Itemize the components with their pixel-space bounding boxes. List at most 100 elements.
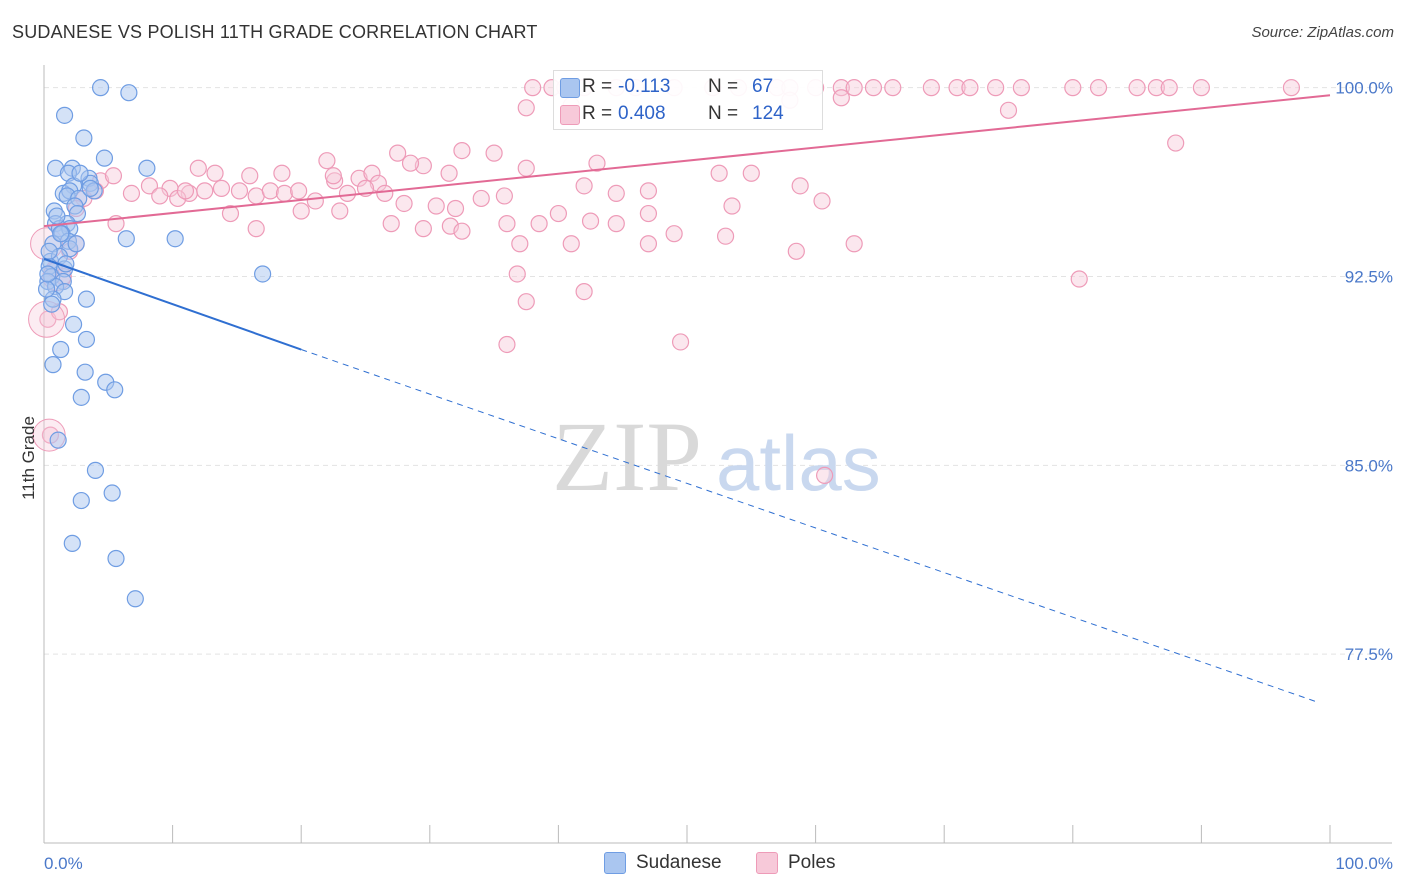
poles-point [1070, 270, 1088, 288]
sudanese-point [72, 491, 90, 510]
x-tick-label: 100.0% [1335, 854, 1393, 873]
sudanese-point [75, 129, 93, 147]
poles-point [414, 220, 432, 238]
legend-label-sudanese: Sudanese [636, 852, 722, 873]
watermark: ZIP atlas [552, 401, 881, 512]
poles-point [1147, 79, 1165, 97]
poles-point [176, 182, 195, 200]
poles-point [787, 242, 805, 260]
poles-point [453, 222, 471, 240]
poles-point [575, 283, 593, 301]
poles-point [495, 187, 513, 205]
sudanese-point [81, 179, 99, 197]
poles-point [446, 199, 465, 218]
poles-point [845, 79, 863, 97]
poles-point [530, 215, 548, 233]
sudanese-point [126, 590, 144, 608]
n-value: 124 [752, 103, 784, 124]
poles-point [665, 225, 683, 243]
poles-point [1160, 79, 1178, 97]
sudanese-point [95, 149, 114, 167]
sudanese-point [77, 330, 96, 349]
poles-point [212, 179, 231, 197]
poles-point [710, 164, 728, 182]
sudanese-point [48, 207, 66, 225]
sudanese-point [72, 388, 90, 406]
poles-point [524, 79, 542, 97]
poles-point [382, 215, 400, 233]
legend-item-sudanese: Sudanese [604, 852, 722, 874]
poles-point [639, 235, 658, 253]
x-tick-labels: 0.0% 100.0% [44, 854, 1393, 873]
n-value: 67 [752, 76, 774, 97]
n-label: N = [708, 103, 739, 124]
poles-point [607, 184, 625, 203]
legend-row-sudanese: R = -0.113 N = 67 [560, 75, 774, 99]
poles-point [508, 265, 526, 283]
sudanese-point [55, 106, 74, 124]
sudanese-point [64, 315, 83, 333]
poles-point [498, 335, 516, 354]
sudanese-points [37, 79, 272, 608]
poles-point [247, 220, 265, 238]
y-axis-label: 11th Grade [19, 416, 38, 500]
y-tick-labels: 77.5% 85.0% 92.5% 100.0% [1335, 79, 1393, 665]
poles-point [864, 79, 883, 97]
poles-point [401, 154, 420, 172]
poles-point [723, 197, 741, 215]
poles-point [189, 159, 207, 177]
poles-point [1064, 79, 1082, 97]
sudanese-point [71, 164, 89, 182]
poles-point [221, 204, 240, 223]
sudanese-point [43, 295, 61, 313]
sudanese-swatch [560, 78, 580, 98]
poles-point [832, 89, 850, 107]
poles-point [716, 227, 735, 245]
sudanese-point [40, 242, 58, 260]
bottom-legend: Sudanese Poles [0, 852, 1406, 876]
poles-point [427, 197, 445, 215]
poles-point [485, 144, 503, 162]
poles-point [671, 333, 690, 351]
sudanese-point [67, 235, 85, 253]
poles-point [453, 142, 471, 160]
sudanese-point [138, 159, 156, 177]
y-tick-label: 85.0% [1345, 456, 1393, 475]
poles-point [588, 154, 606, 172]
poles-point [562, 235, 580, 253]
poles-point [832, 79, 850, 97]
sudanese-point [49, 431, 67, 449]
poles-point [290, 182, 308, 200]
sudanese-point [76, 363, 94, 381]
sudanese-point [117, 230, 135, 248]
legend-label-poles: Poles [788, 852, 836, 873]
poles-point [318, 152, 336, 170]
poles-point [791, 177, 809, 195]
poles-point [1282, 79, 1301, 97]
y-tick-label: 77.5% [1345, 645, 1393, 664]
poles-point [511, 235, 529, 253]
poles-point [498, 215, 516, 233]
legend-row-poles: R = 0.408 N = 124 [560, 102, 784, 126]
sudanese-point [44, 356, 62, 374]
poles-point [122, 184, 141, 203]
sudanese-point [166, 230, 184, 248]
sudanese-trend-extension [301, 349, 1318, 703]
poles-point [273, 164, 291, 182]
poles-point [549, 204, 568, 223]
poles-point [472, 189, 490, 208]
poles-point [196, 182, 214, 200]
poles-point [1167, 134, 1185, 152]
r-value: 0.408 [618, 103, 666, 124]
poles-point [742, 164, 760, 182]
poles-point [241, 167, 259, 185]
poles-point [845, 235, 863, 253]
poles-point [331, 202, 349, 220]
watermark-atlas: atlas [716, 419, 881, 507]
poles-point [639, 204, 658, 223]
source-label: Source: ZipAtlas.com [1251, 24, 1394, 41]
poles-trend-line [43, 94, 1331, 228]
poles-point [607, 215, 625, 233]
poles-point [261, 182, 279, 200]
